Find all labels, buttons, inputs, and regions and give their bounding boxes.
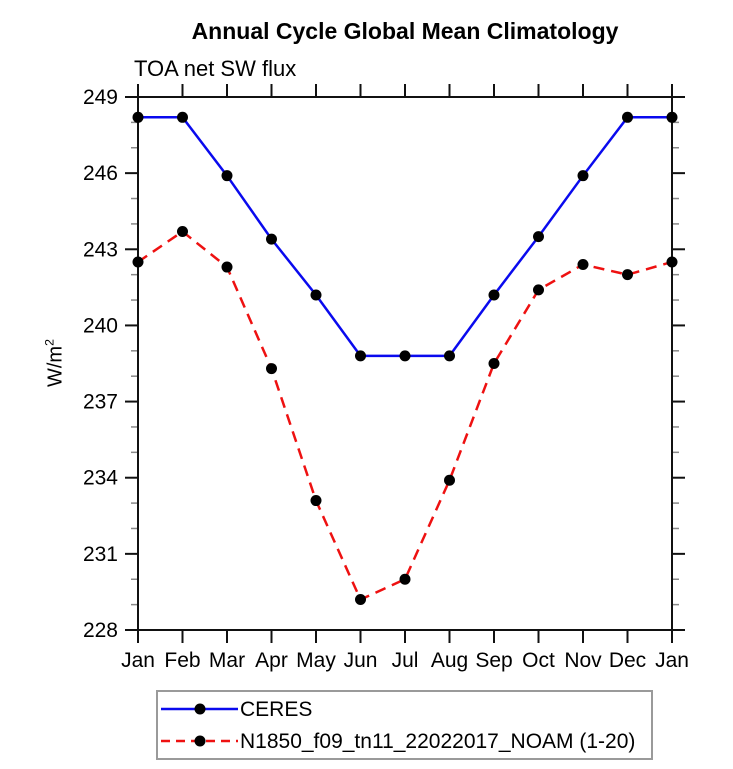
x-tick-label: May (296, 649, 336, 672)
data-point-marker (177, 226, 188, 238)
data-point-marker (488, 289, 500, 301)
x-tick-label: Oct (522, 649, 555, 672)
data-point-marker (266, 233, 277, 245)
x-tick-label: Dec (609, 649, 646, 672)
legend-line-sample-dashed (161, 735, 238, 747)
chart-title: Annual Cycle Global Mean Climatology (191, 18, 619, 44)
y-tick-label: 228 (83, 619, 118, 642)
x-tick-label: Feb (164, 649, 200, 672)
y-tick-label: 231 (83, 543, 118, 566)
x-tick-label: Jan (655, 649, 689, 672)
data-point-marker (399, 350, 411, 362)
legend-sample-marker (194, 703, 206, 715)
data-point-marker (132, 256, 144, 268)
y-tick-label: 243 (83, 238, 118, 261)
data-point-marker (622, 111, 633, 123)
data-point-marker (666, 111, 678, 123)
data-point-marker (533, 231, 544, 243)
data-point-marker (444, 350, 455, 362)
x-tick-label: Sep (475, 649, 512, 672)
x-tick-label: Apr (255, 649, 288, 672)
legend-entry-model: N1850_f09_tn11_22022017_NOAM (1-20) (158, 726, 651, 756)
data-point-marker (266, 363, 277, 375)
data-point-marker (666, 256, 678, 268)
x-tick-label: Jul (392, 649, 419, 672)
x-tick-label: Mar (209, 649, 245, 672)
y-tick-label: 246 (83, 162, 118, 185)
x-tick-label: Jun (344, 649, 378, 672)
x-tick-label: Aug (431, 649, 468, 672)
data-point-marker (177, 111, 188, 123)
legend-entry-ceres: CERES (158, 694, 651, 724)
series-line-1 (137, 229, 673, 602)
legend-label-ceres: CERES (240, 697, 313, 721)
x-tick-label: Nov (564, 649, 602, 672)
data-point-marker (577, 259, 589, 271)
data-point-marker (310, 289, 322, 301)
data-point-marker (355, 594, 366, 606)
data-point-marker (622, 269, 633, 281)
data-point-marker (221, 170, 233, 182)
data-point-marker (533, 284, 544, 296)
x-tick-label: Jan (121, 649, 155, 672)
data-point-marker (577, 170, 589, 182)
legend-sample-marker (194, 735, 206, 747)
y-tick-label: 249 (83, 86, 118, 109)
data-point-marker (310, 495, 322, 507)
y-tick-label: 240 (83, 314, 118, 337)
legend-box: CERES N1850_f09_tn11_22022017_NOAM (1-20… (156, 690, 653, 760)
data-point-marker (355, 350, 366, 362)
y-tick-label: 237 (83, 391, 118, 414)
data-point-marker (488, 358, 500, 369)
y-tick-label: 234 (83, 467, 118, 490)
chart-subtitle: TOA net SW flux (134, 56, 297, 81)
legend-label-model: N1850_f09_tn11_22022017_NOAM (1-20) (240, 729, 636, 753)
plot-border (137, 96, 673, 631)
data-point-marker (399, 573, 411, 585)
series-line-0 (138, 116, 672, 358)
legend-line-sample-solid (161, 703, 238, 715)
data-point-marker (221, 261, 233, 273)
data-point-marker (444, 474, 455, 486)
data-point-marker (132, 111, 144, 123)
